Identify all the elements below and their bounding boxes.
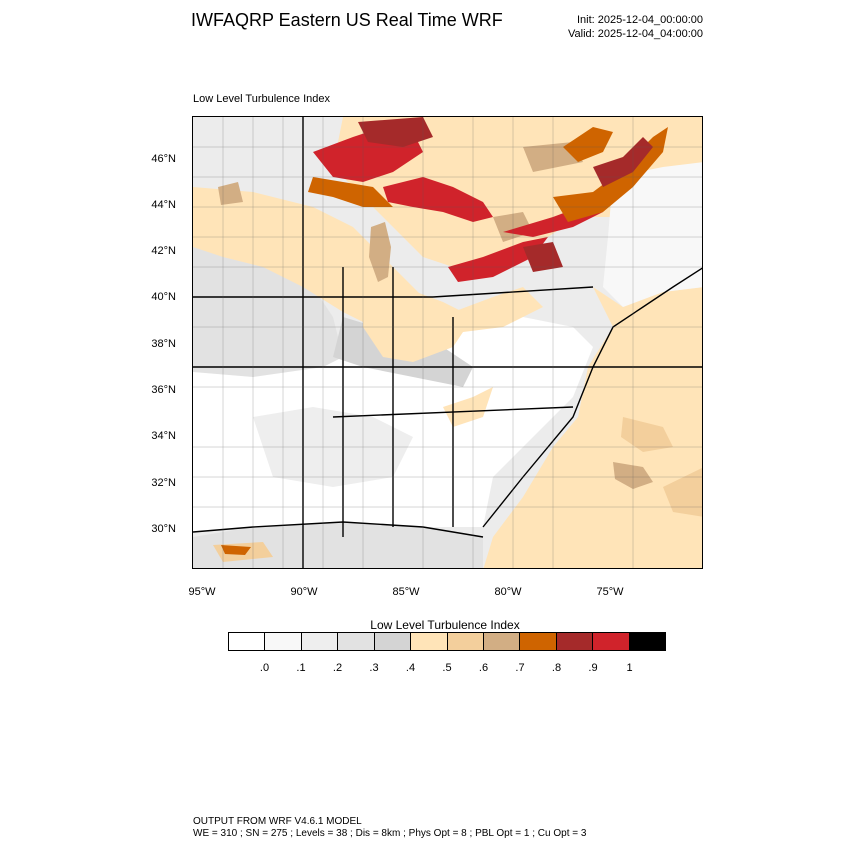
northeast-white	[603, 162, 702, 307]
lat-label-30n: 30°N	[151, 523, 176, 535]
colorbar-segment	[593, 633, 630, 650]
colorbar	[228, 632, 666, 651]
colorbar-title: Low Level Turbulence Index	[370, 618, 520, 632]
colorbar-tick-label: .2	[332, 662, 343, 674]
adirondack-dark	[593, 137, 653, 187]
atlantic-mid-patch	[621, 417, 673, 452]
colorbar-segment	[229, 633, 266, 650]
colorbar-segment	[338, 633, 375, 650]
colorbar-tick-label: .5	[442, 662, 452, 674]
colorbar-tick-label: .6	[478, 662, 489, 674]
lat-label-46n: 46°N	[151, 153, 176, 165]
colorbar-segment	[483, 633, 521, 650]
colorbar-segment	[411, 633, 448, 650]
time-info: Init: 2025-12-04_00:00:00 Valid: 2025-12…	[568, 13, 703, 41]
colorbar-segment	[447, 633, 484, 650]
canada-tan-field	[333, 117, 702, 267]
lat-label-42n: 42°N	[151, 245, 176, 257]
colorbar-segment	[629, 633, 666, 650]
state-boundaries	[193, 117, 702, 568]
colorbar-tick-label: .7	[515, 662, 525, 674]
colorbar-tick-label: .4	[405, 662, 416, 674]
model-version: OUTPUT FROM WRF V4.6.1 MODEL	[193, 816, 362, 827]
lon-label-85w: 85°W	[392, 586, 420, 598]
lake-huron-orange	[308, 177, 393, 207]
colorbar-tick-label: 1	[626, 662, 633, 674]
colorbar-segment	[301, 633, 339, 650]
lat-label-34n: 34°N	[151, 430, 176, 442]
county-boundaries	[193, 117, 702, 568]
gulf-orange-patch	[221, 545, 251, 555]
ohio-valley-tan	[363, 277, 473, 362]
lat-label-40n: 40°N	[151, 291, 176, 303]
lon-label-90w: 90°W	[290, 586, 318, 598]
colorbar-segment	[265, 633, 302, 650]
tan-blotch-2	[218, 182, 243, 205]
colorbar-tick-label: .8	[551, 662, 562, 674]
atlantic-tan-field	[483, 287, 702, 568]
lon-label-75w: 75°W	[596, 586, 624, 598]
quebec-orange	[563, 127, 613, 162]
lake-huron-red	[383, 177, 493, 222]
appalachian-tan-strip	[443, 387, 493, 427]
colorbar-tick-label: .0	[259, 662, 270, 674]
midwest-tan-field	[193, 187, 543, 342]
lat-label-36n: 36°N	[151, 384, 176, 396]
lat-label-38n: 38°N	[151, 338, 176, 350]
map-field-label: Low Level Turbulence Index	[193, 93, 330, 105]
model-params: WE = 310 ; SN = 275 ; Levels = 38 ; Dis …	[193, 828, 587, 839]
lat-label-44n: 44°N	[151, 199, 176, 211]
lon-label-95w: 95°W	[188, 586, 216, 598]
lon-label-80w: 80°W	[494, 586, 522, 598]
atlantic-mid-patch-2	[663, 467, 702, 517]
plot-title: IWFAQRP Eastern US Real Time WRF	[191, 10, 503, 30]
valid-time: Valid: 2025-12-04_04:00:00	[568, 28, 703, 40]
colorbar-segment	[556, 633, 594, 650]
lake-superior-dark	[358, 117, 433, 147]
colorbar-tick-label: .3	[369, 662, 379, 674]
land-gray-west	[193, 227, 343, 377]
init-time: Init: 2025-12-04_00:00:00	[577, 14, 703, 26]
lat-label-32n: 32°N	[151, 477, 176, 489]
turbulence-map	[192, 116, 703, 569]
colorbar-tick-label: .1	[296, 662, 306, 674]
colorbar-segment	[520, 633, 557, 650]
model-info: OUTPUT FROM WRF V4.6.1 MODEL WE = 310 ; …	[193, 816, 586, 840]
colorbar-tick-label: .9	[588, 662, 598, 674]
colorbar-segment	[374, 633, 412, 650]
